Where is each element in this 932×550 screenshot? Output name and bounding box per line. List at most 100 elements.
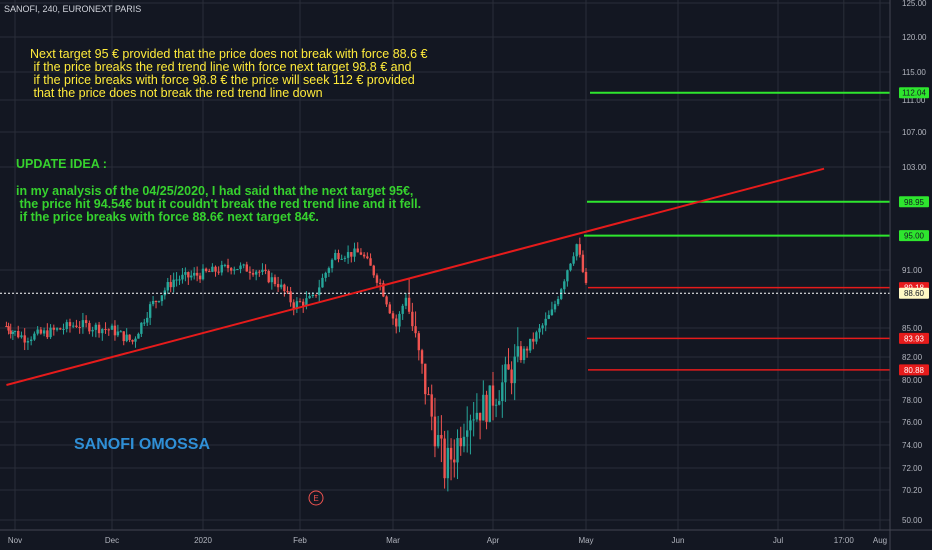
candle-body [321,277,324,288]
candle-body [563,281,566,290]
candle-body [475,412,479,420]
candle-body [7,326,10,331]
brand-watermark: SANOFI OMOSSA [74,436,211,453]
candle-body [84,320,88,324]
candle-body [75,325,78,327]
price-badges: 112.0498.9595.0089.1989.1888.6083.9380.8… [899,87,929,376]
target-note: Next target 95 € provided that the price… [30,47,428,100]
candle-body [302,301,305,306]
candle-body [465,430,469,437]
candle-body [101,328,104,334]
candle-body [13,330,17,333]
candle-body [560,289,563,299]
candle-body [59,328,62,330]
candle-body [245,264,249,272]
candle-body [292,302,295,309]
candle-body [55,328,59,330]
candle-body [226,264,230,269]
candle-body [529,338,532,351]
candle-body [78,326,81,328]
price-badge-text: 112.04 [902,89,926,98]
candle-body [214,266,217,272]
candle-body [356,248,359,253]
y-tick-label: 76.00 [902,418,923,427]
candle-body [36,329,39,334]
levels [0,91,890,371]
price-badge [899,87,929,99]
candle-body [462,436,466,447]
candle-body [11,332,15,334]
candle-body [404,297,408,306]
candle-body [424,363,427,395]
candle-body [375,275,379,283]
candle-body [39,329,43,334]
candle-body [581,254,585,272]
candle-body [172,279,175,288]
candle-body [229,268,233,271]
candle-body [280,284,283,288]
candle-body [125,334,128,342]
candle-body [318,287,321,296]
candle-body [498,401,501,405]
candle-body [340,258,343,260]
candle-body [151,301,155,305]
candle-body [443,438,446,479]
candle-body [516,346,519,357]
candle-body [334,253,337,260]
y-tick-label: 72.00 [902,464,923,473]
candle-body [181,274,184,280]
candle-body [501,382,504,402]
candle-body [190,275,193,278]
candle-body [122,331,125,342]
candle-body [362,254,366,257]
candle-body [33,333,36,340]
candle-body [572,256,575,264]
candle-body [401,305,404,314]
candle-body [283,284,286,292]
candle-body [289,291,292,303]
price-badge-text: 83.93 [904,334,925,343]
candle-body [535,332,538,342]
x-tick-label: Feb [293,536,307,545]
candle-body [569,263,572,271]
candle-body [208,271,211,273]
candle-body [566,270,569,282]
price-badge [899,332,929,344]
candle-body [148,304,152,318]
candle-body [113,325,117,336]
candle-body [178,279,181,281]
x-tick-label: Aug [873,536,887,545]
y-tick-label: 103.00 [902,163,927,172]
candle-body [276,284,280,288]
candle-body [264,269,267,271]
y-tick-label: 111.00 [902,96,926,105]
y-tick-label: 120.00 [902,33,927,42]
candle-body [72,325,75,327]
candle-body [308,296,311,299]
candle-body [169,282,172,288]
candle-body [42,330,46,334]
y-tick-label: 85.00 [902,324,923,333]
y-tick-label: 74.00 [902,441,923,450]
candle-body [110,325,114,330]
price-badge [899,230,929,242]
y-tick-label: 107.00 [902,128,927,137]
candle-body [510,369,513,384]
candle-body [29,339,33,342]
candle-body [485,394,488,422]
price-badge [899,196,929,208]
candle-body [532,338,535,342]
candle-body [298,301,302,303]
candle-body [248,271,252,274]
candle-body [236,269,239,271]
candle-body [166,282,169,291]
candle-body [343,257,347,259]
candle-body [378,282,382,284]
y-tick-label: 50.00 [902,516,923,525]
candle-body [187,272,190,278]
trend-line [6,167,825,386]
candles [5,237,588,492]
candle-body [128,334,131,340]
